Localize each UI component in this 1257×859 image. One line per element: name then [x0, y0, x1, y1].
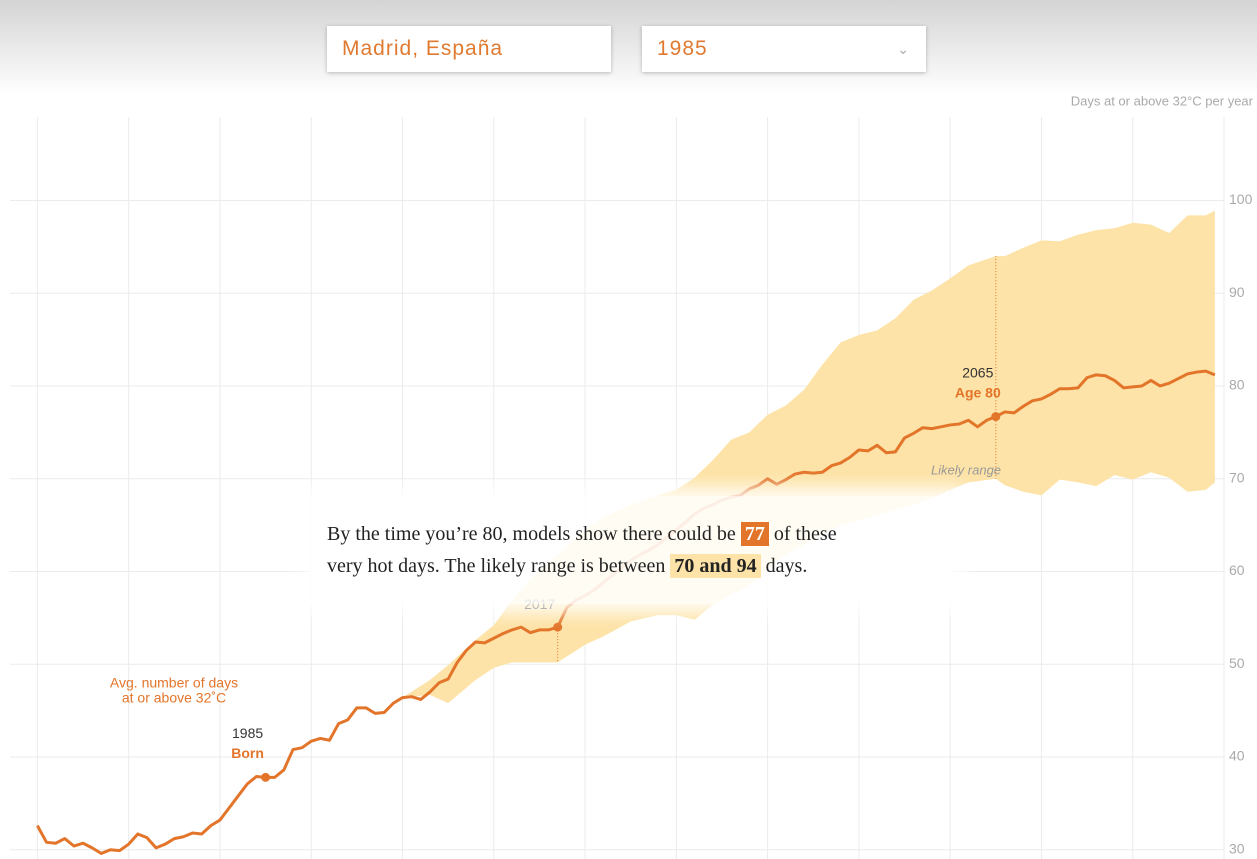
y-tick-label: 50: [1229, 655, 1245, 671]
year-text: 1985: [657, 37, 708, 60]
year-select[interactable]: 1985 ⌄: [642, 26, 926, 72]
point: [553, 622, 563, 632]
y-tick-label: 30: [1229, 840, 1245, 856]
point-label: 2065: [962, 364, 993, 380]
chevron: ⌄: [897, 41, 910, 57]
band-label: Likely range: [931, 462, 1001, 477]
summary-text: of these: [773, 523, 837, 545]
summary-value: 77: [740, 522, 769, 546]
series-label: at or above 32˚C: [122, 690, 226, 706]
series-label: Avg. number of days: [110, 675, 238, 691]
point-sublabel: Age 80: [955, 384, 1001, 400]
point: [261, 772, 271, 782]
summary-range: 70 and 94: [670, 554, 761, 578]
summary-text: By the time you’re 80, models show there…: [327, 523, 736, 545]
point: [991, 412, 1001, 422]
y-tick-label: 100: [1229, 191, 1253, 207]
summary-text: days.: [765, 555, 808, 577]
y-tick-label: 90: [1229, 284, 1245, 300]
point-label: 1985: [232, 725, 263, 741]
location-input[interactable]: Madrid, España: [327, 26, 611, 72]
summary-text: very hot days. The likely range is betwe…: [327, 555, 666, 577]
y-tick-label: 40: [1229, 748, 1245, 764]
y-tick-label: 80: [1229, 377, 1245, 393]
header: Madrid, España 1985 ⌄: [0, 0, 1257, 95]
summary: By the time you’re 80, models show there…: [310, 496, 955, 604]
axis-label: Days at or above 32°C per year: [1071, 93, 1254, 108]
point-sublabel: Born: [231, 745, 264, 761]
y-tick-label: 70: [1229, 469, 1245, 485]
y-tick-label: 60: [1229, 562, 1245, 578]
location-text: Madrid, España: [342, 37, 504, 60]
